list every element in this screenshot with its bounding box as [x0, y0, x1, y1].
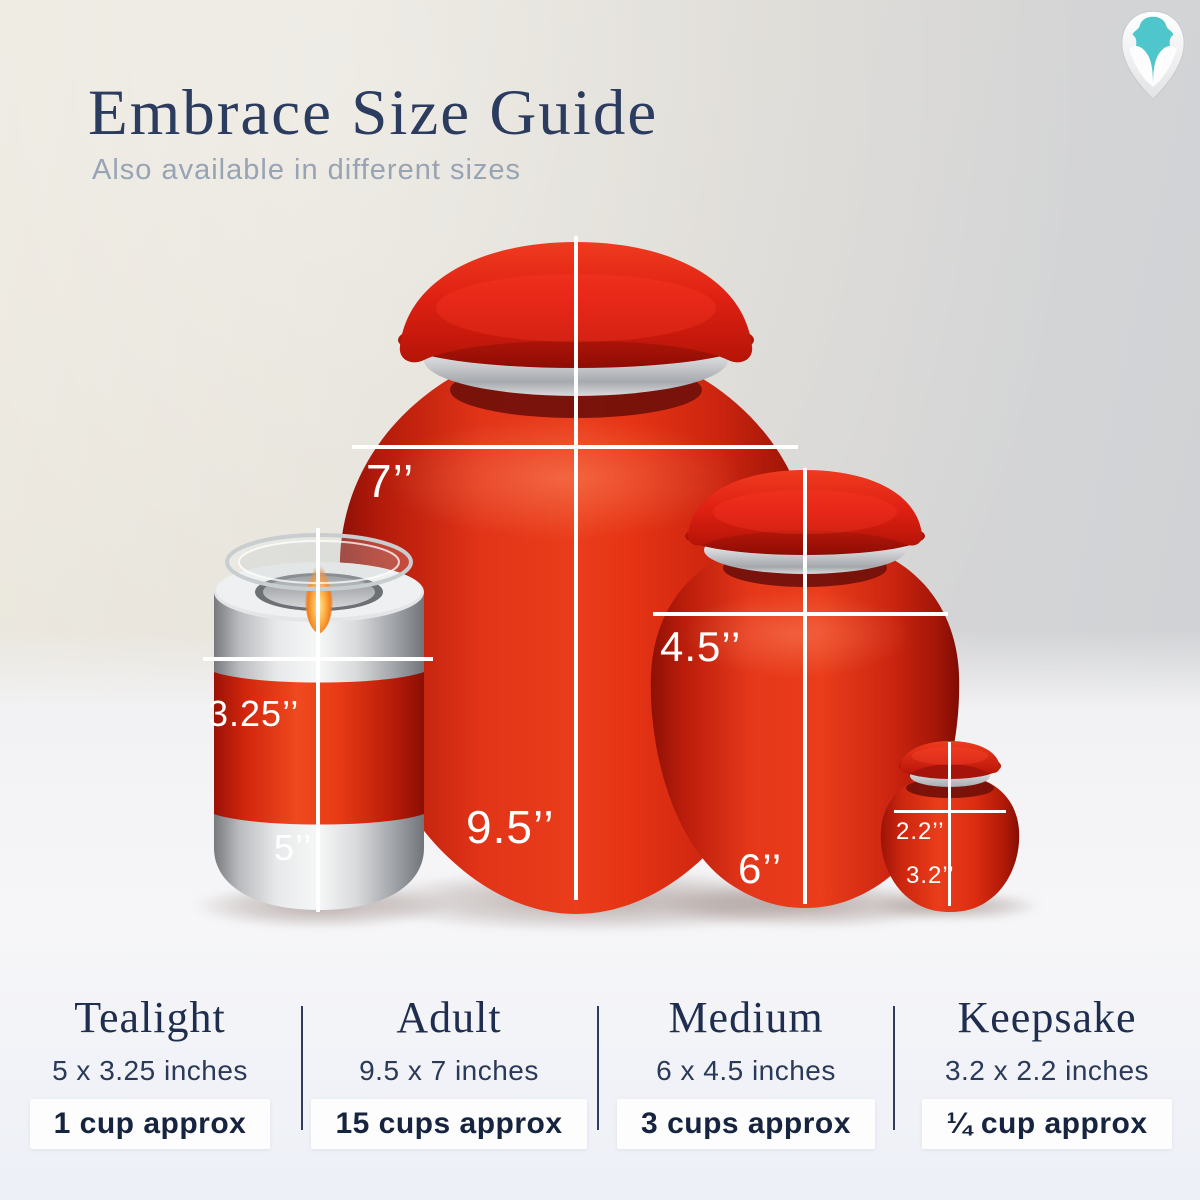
adult-width-label: 7’’ — [366, 455, 415, 507]
brand-logo-icon — [1118, 8, 1188, 104]
column-divider — [301, 1006, 303, 1130]
tealight-height-label: 5’’ — [274, 827, 313, 868]
size-card-dimensions: 5 x 3.25 inches — [52, 1055, 248, 1086]
adult-height-label: 9.5’’ — [466, 801, 555, 853]
column-divider — [893, 1006, 895, 1130]
size-card-tealight: Tealight 5 x 3.25 inches 1 cup approx — [0, 992, 300, 1152]
size-card-capacity-badge: 15 cups approx — [311, 1099, 587, 1149]
size-card-name: Medium — [668, 993, 824, 1042]
page-title: Embrace Size Guide — [88, 77, 659, 149]
size-card-name: Adult — [396, 993, 502, 1042]
column-divider — [597, 1006, 599, 1130]
size-card-capacity-badge: 1 cup approx — [29, 1099, 271, 1149]
size-card-name: Keepsake — [957, 993, 1137, 1042]
size-card-dimensions: 6 x 4.5 inches — [656, 1055, 836, 1086]
keepsake-height-label: 3.2’’ — [906, 862, 955, 889]
tealight-width-label: 3.25’’ — [208, 693, 300, 734]
adult-width-line — [352, 445, 798, 449]
size-card-dimensions: 9.5 x 7 inches — [359, 1055, 539, 1086]
adult-height-line — [574, 236, 578, 900]
medium-width-line — [653, 612, 948, 616]
keepsake-height-line — [948, 742, 951, 906]
size-card-capacity-badge: ¼ cup approx — [922, 1099, 1172, 1149]
size-card-capacity-badge: 3 cups approx — [617, 1099, 875, 1149]
size-card-keepsake: Keepsake 3.2 x 2.2 inches ¼ cup approx — [894, 992, 1200, 1152]
tealight-width-line — [203, 657, 433, 661]
medium-height-line — [803, 468, 807, 904]
medium-width-label: 4.5’’ — [660, 623, 742, 670]
size-card-medium: Medium 6 x 4.5 inches 3 cups approx — [598, 992, 894, 1152]
keepsake-width-line — [894, 810, 1006, 813]
size-card-adult: Adult 9.5 x 7 inches 15 cups approx — [300, 992, 598, 1152]
size-card-name: Tealight — [74, 993, 226, 1042]
page-subtitle: Also available in different sizes — [92, 154, 522, 186]
size-card-dimensions: 3.2 x 2.2 inches — [944, 1055, 1150, 1086]
tealight-height-line — [316, 528, 320, 912]
size-card-row: Tealight 5 x 3.25 inches 1 cup approx Ad… — [0, 992, 1200, 1152]
keepsake-width-label: 2.2’’ — [896, 818, 945, 845]
medium-height-label: 6’’ — [738, 845, 783, 892]
